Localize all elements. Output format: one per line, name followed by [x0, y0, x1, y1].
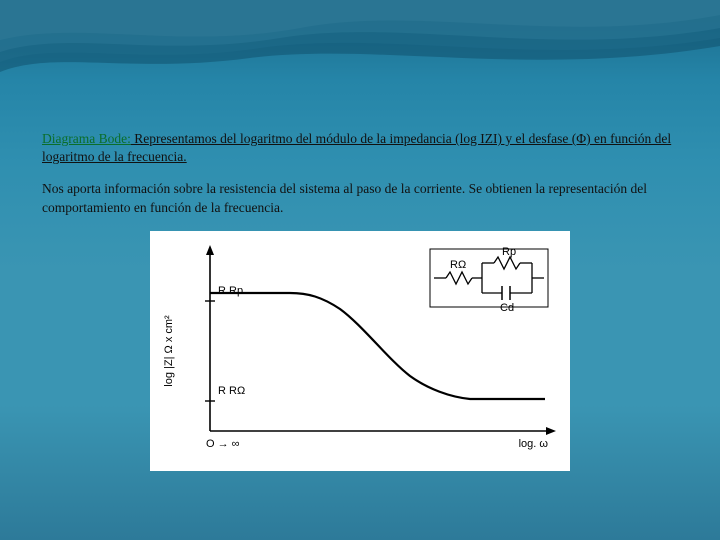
paragraph-1: Diagrama Bode: Representamos del logarit… [42, 130, 678, 166]
ytick-lower-label: R RΩ [218, 385, 245, 397]
ytick-lower: R RΩ [205, 385, 245, 401]
bode-figure-panel: log |Z| Ω x cm² R Rp R RΩ O → ∞ log. ω [150, 231, 570, 471]
x-axis-label: log. ω [519, 438, 549, 450]
ytick-upper-label: R Rp [218, 285, 243, 297]
circuit-cd-label: Cd [500, 302, 514, 314]
circuit-rp-label: Rp [502, 246, 516, 258]
bode-chart-svg: log |Z| Ω x cm² R Rp R RΩ O → ∞ log. ω [150, 231, 570, 471]
impedance-curve [210, 293, 545, 399]
circuit-inset: RΩ Rp Cd [430, 246, 548, 314]
slide-content: Diagrama Bode: Representamos del logarit… [42, 130, 678, 471]
paragraph-1-body: Representamos del logaritmo del módulo d… [42, 131, 671, 164]
y-axis-label: log |Z| Ω x cm² [163, 315, 175, 387]
header-wave-decoration [0, 0, 720, 90]
origin-label: O → ∞ [206, 438, 240, 450]
circuit-r-omega-label: RΩ [450, 259, 466, 271]
paragraph-2: Nos aporta información sobre la resisten… [42, 180, 678, 216]
heading: Diagrama Bode: [42, 131, 131, 146]
